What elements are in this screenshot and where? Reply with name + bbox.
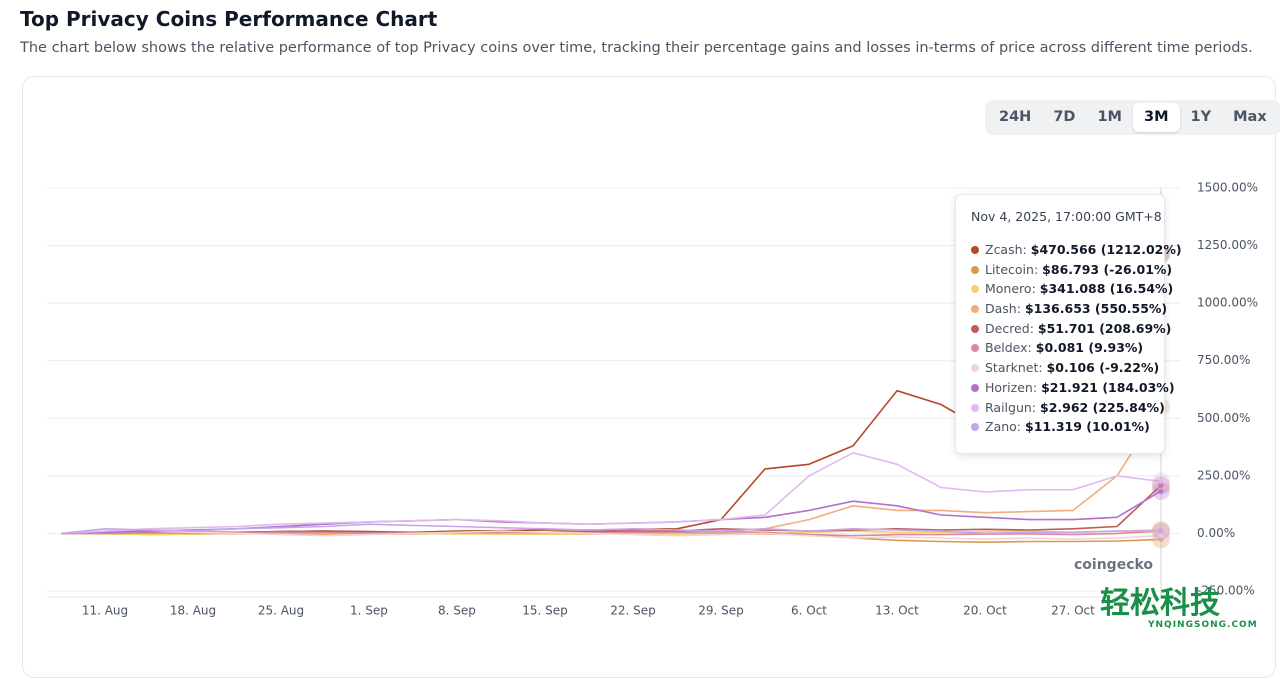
range-button[interactable]: 7D xyxy=(1053,109,1076,125)
tooltip-title: Nov 4, 2025, 17:00:00 GMT+8 xyxy=(971,209,1162,224)
legend-label: Horizen xyxy=(985,380,1037,395)
hover-point xyxy=(1158,536,1164,542)
tooltip-value: $341.088 (16.54%) xyxy=(1039,281,1174,297)
tooltip-value: $86.793 (-26.01%) xyxy=(1042,261,1173,277)
legend-swatch xyxy=(971,383,979,392)
legend-swatch xyxy=(971,265,979,274)
tooltip-value: $51.701 (208.69%) xyxy=(1037,320,1172,336)
tooltip-row: Zano $11.319 (10.01%) xyxy=(971,419,1164,439)
tooltip-row: Monero$341.088 (16.54%) xyxy=(971,281,1173,301)
tooltip-row: Railgun $2.962 (225.84%) xyxy=(971,399,1165,420)
y-tick-label: 1000.00% xyxy=(1197,296,1258,310)
legend-swatch xyxy=(971,305,979,314)
x-tick-label: 15. Sep xyxy=(522,604,568,618)
y-tick-label: 500.00% xyxy=(1197,411,1250,425)
x-tick-label: 6. Oct xyxy=(791,604,827,618)
range-button[interactable]: 1M xyxy=(1097,109,1122,125)
page: Top Privacy Coins Performance Chart The … xyxy=(20,7,1280,678)
y-tick-label: 0.00% xyxy=(1197,526,1235,540)
series-line xyxy=(61,530,1162,537)
tooltip-row: Horizen $21.921 (184.03%) xyxy=(971,380,1175,400)
range-button[interactable]: 3M xyxy=(1133,103,1180,132)
watermark-url: YNQINGSONG.COM xyxy=(1148,620,1258,630)
x-tick-label: 22. Sep xyxy=(610,604,656,618)
hover-point xyxy=(1158,533,1164,539)
series-line xyxy=(60,452,1162,535)
subtitle: The chart below shows the relative perfo… xyxy=(20,40,1253,56)
tooltip-row: Decred$51.701 (208.69%) xyxy=(971,321,1171,341)
tooltip-row: Beldex$0.081 (9.93%) xyxy=(971,340,1164,360)
series-line xyxy=(60,530,1162,540)
y-tick-label: -250.00% xyxy=(1197,584,1255,598)
tooltip-value: $136.653 (550.55%) xyxy=(1024,301,1168,317)
tooltip-row: Zcash$470.566 (1212.02%) xyxy=(971,242,1182,262)
x-tick-label: 20. Oct xyxy=(963,604,1007,618)
legend-swatch xyxy=(971,324,979,333)
tooltip-value: $21.921 (184.03%) xyxy=(1041,379,1175,395)
tooltip-value: $470.566 (1212.02%) xyxy=(1030,242,1182,257)
range-button[interactable]: 1Y xyxy=(1190,109,1212,125)
legend-label: Litecoin xyxy=(985,262,1038,277)
x-tick-label: 11. Aug xyxy=(82,604,128,618)
tooltip-value: $0.106 (-9.22%) xyxy=(1046,360,1160,376)
watermark: 轻松科技 YNQINGSONG.COM xyxy=(1100,586,1258,631)
legend-swatch xyxy=(971,364,979,373)
hover-point xyxy=(1158,528,1164,534)
x-tick-label: 29. Sep xyxy=(698,604,744,618)
legend-label: Beldex xyxy=(985,340,1032,355)
hover-point xyxy=(1158,478,1164,484)
legend-label: Zcash xyxy=(985,242,1027,257)
legend-label: Railgun xyxy=(985,400,1036,415)
legend-label: Monero xyxy=(985,281,1036,296)
legend-label: Zano xyxy=(985,419,1021,434)
x-tick-label: 25. Aug xyxy=(258,604,304,618)
tooltip: Nov 4, 2025, 17:00:00 GMT+8 Zcash$470.56… xyxy=(955,194,1182,454)
tooltip-row: Litecoin $86.793 (-26.01%) xyxy=(971,262,1172,282)
x-tick-label: 13. Oct xyxy=(875,604,919,618)
legend-swatch xyxy=(971,403,979,412)
range-button[interactable]: 24H xyxy=(999,109,1032,125)
y-tick-label: 1500.00% xyxy=(1197,181,1258,195)
legend-label: Dash xyxy=(985,301,1021,316)
y-tick-label: 1250.00% xyxy=(1197,238,1258,252)
range-button[interactable]: Max xyxy=(1233,109,1267,125)
legend-swatch xyxy=(971,344,979,353)
tooltip-row: Dash$136.653 (550.55%) xyxy=(971,301,1168,321)
watermark-name: 轻松科技 xyxy=(1100,586,1220,621)
tooltip-value: $0.081 (9.93%) xyxy=(1035,340,1144,356)
series-line xyxy=(60,523,1161,535)
legend-swatch xyxy=(971,423,979,432)
y-tick-label: 750.00% xyxy=(1197,353,1250,367)
x-tick-label: 27. Oct xyxy=(1051,604,1095,618)
legend-swatch xyxy=(971,285,979,294)
hover-point xyxy=(1158,482,1164,488)
x-tick-label: 1. Sep xyxy=(350,604,388,618)
hover-point xyxy=(1158,488,1164,494)
range-selector: 24H 7D 1M 3M 1Y Max xyxy=(985,100,1280,135)
tooltip-value: $2.962 (225.84%) xyxy=(1040,399,1165,415)
x-tick-label: 8. Sep xyxy=(438,604,476,618)
brand: coingecko xyxy=(1074,557,1154,573)
title: Top Privacy Coins Performance Chart xyxy=(20,7,438,31)
legend-label: Decred xyxy=(985,321,1034,336)
y-tick-label: 250.00% xyxy=(1197,468,1250,482)
tooltip-row: Starknet$0.106 (-9.22%) xyxy=(971,360,1164,380)
tooltip-value: $11.319 (10.01%) xyxy=(1025,419,1150,435)
legend-label: Starknet xyxy=(985,360,1043,375)
legend-swatch xyxy=(971,246,979,254)
x-tick-label: 18. Aug xyxy=(170,604,216,618)
